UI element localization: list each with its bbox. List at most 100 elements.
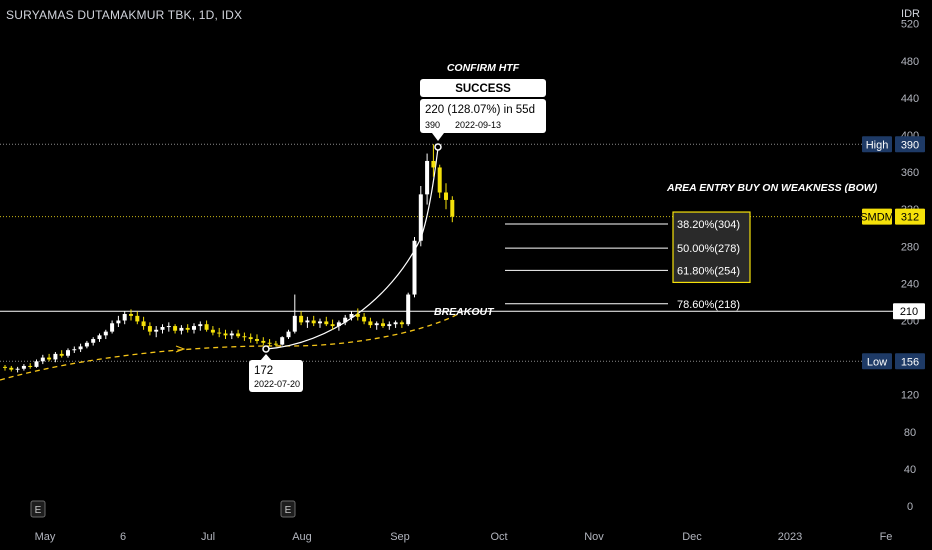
candle-body — [28, 365, 33, 367]
candle-body — [393, 322, 398, 325]
candle — [185, 324, 190, 333]
candle — [179, 325, 184, 335]
fib-label: 50.00%(278) — [677, 243, 740, 255]
high-label-value-bg — [895, 136, 925, 153]
y-tick-label: 280 — [901, 241, 919, 253]
candle-body — [53, 353, 58, 360]
area-entry-label: AREA ENTRY BUY ON WEAKNESS (BOW) — [666, 182, 878, 194]
candle — [368, 317, 373, 328]
candle-body — [204, 324, 209, 330]
candle — [53, 352, 58, 363]
low-label: Low 156 — [862, 353, 925, 370]
candle — [425, 153, 430, 205]
x-tick-label: Dec — [682, 531, 702, 543]
y-tick-label: 0 — [907, 501, 913, 513]
move-label: 220 (128.07%) in 55d — [425, 104, 535, 116]
candle-body — [368, 321, 373, 326]
high-label-value-text: 390 — [901, 139, 919, 151]
candle-body — [84, 342, 89, 347]
x-tick-label: Aug — [292, 531, 312, 543]
candle-body — [349, 314, 354, 318]
candle — [374, 321, 379, 330]
candle-body — [292, 315, 297, 332]
x-tick-label: Sep — [390, 531, 410, 543]
candle — [362, 313, 367, 325]
candle-body — [343, 317, 348, 323]
candle-body — [355, 314, 360, 317]
peak-marker — [434, 143, 442, 151]
trough-marker — [262, 345, 270, 353]
candle-body — [261, 340, 266, 343]
candle-body — [135, 315, 140, 322]
candle-body — [399, 322, 404, 325]
candle — [40, 354, 45, 365]
candle — [248, 333, 253, 343]
low-label-value-text: 156 — [901, 356, 919, 368]
candle — [72, 346, 77, 353]
high-label: High 390 — [862, 136, 925, 153]
x-tick-label: Oct — [490, 531, 507, 543]
arrow-mark — [175, 345, 186, 353]
candle-body — [59, 353, 64, 356]
fib-label: 38.20%(304) — [677, 219, 740, 231]
candle — [34, 359, 39, 368]
candle-body — [110, 323, 115, 332]
candle — [78, 343, 83, 353]
x-tick-label: 6 — [120, 531, 126, 543]
success-box — [420, 79, 546, 97]
trough-callout-box — [249, 360, 303, 392]
candle-body — [336, 322, 341, 327]
candle — [173, 324, 178, 334]
high-label-tag-text: High — [866, 139, 889, 151]
peak-callout-pointer — [432, 133, 444, 141]
trough-date-label: 2022-07-20 — [254, 379, 300, 389]
candle-body — [173, 326, 178, 331]
candle — [147, 322, 152, 336]
candle-body — [72, 349, 77, 351]
y-tick-label: 80 — [904, 427, 916, 439]
y-axis: 04080120160200240280320360400440480520Hi… — [860, 19, 925, 513]
candle — [318, 318, 322, 328]
peak-date-label: 2022-09-13 — [455, 120, 501, 130]
candle-body — [3, 366, 7, 368]
candle — [91, 337, 96, 346]
candle — [223, 329, 228, 340]
candle — [450, 196, 455, 223]
candle-body — [154, 329, 159, 332]
fib-label: 61.80%(254) — [677, 265, 740, 277]
candle — [299, 311, 304, 326]
candle-body — [280, 337, 285, 345]
candle — [393, 320, 398, 328]
breakout-label: BREAKOUT — [434, 306, 495, 318]
candle-body — [21, 365, 26, 369]
candle-body — [311, 320, 316, 324]
y-tick-label: 360 — [901, 167, 919, 179]
trough-callout-pointer — [260, 354, 272, 361]
event-icon-letter: E — [285, 505, 292, 516]
candle-body — [210, 329, 215, 333]
candle — [210, 326, 215, 336]
candle — [242, 332, 247, 341]
candle-body — [217, 332, 222, 334]
event-icon: E — [30, 500, 46, 518]
candle — [15, 366, 20, 373]
candle-body — [242, 336, 247, 338]
symbol-label-value-text: 312 — [901, 212, 919, 224]
candle-body — [425, 160, 430, 195]
candle — [141, 316, 146, 330]
candle — [160, 324, 165, 334]
candle-body — [406, 294, 411, 325]
candle-body — [147, 326, 152, 332]
candle — [3, 365, 7, 371]
candle — [59, 350, 64, 358]
candle — [21, 364, 26, 371]
candle-body — [305, 320, 310, 323]
candle-body — [437, 167, 442, 193]
candle — [192, 323, 196, 334]
symbol-label: SMDM 312 — [860, 208, 925, 225]
success-label: SUCCESS — [455, 83, 511, 95]
candle-body — [330, 324, 335, 327]
candle-body — [387, 324, 392, 327]
chart-title: SURYAMAS DUTAMAKMUR TBK, 1D, IDX — [6, 8, 243, 22]
